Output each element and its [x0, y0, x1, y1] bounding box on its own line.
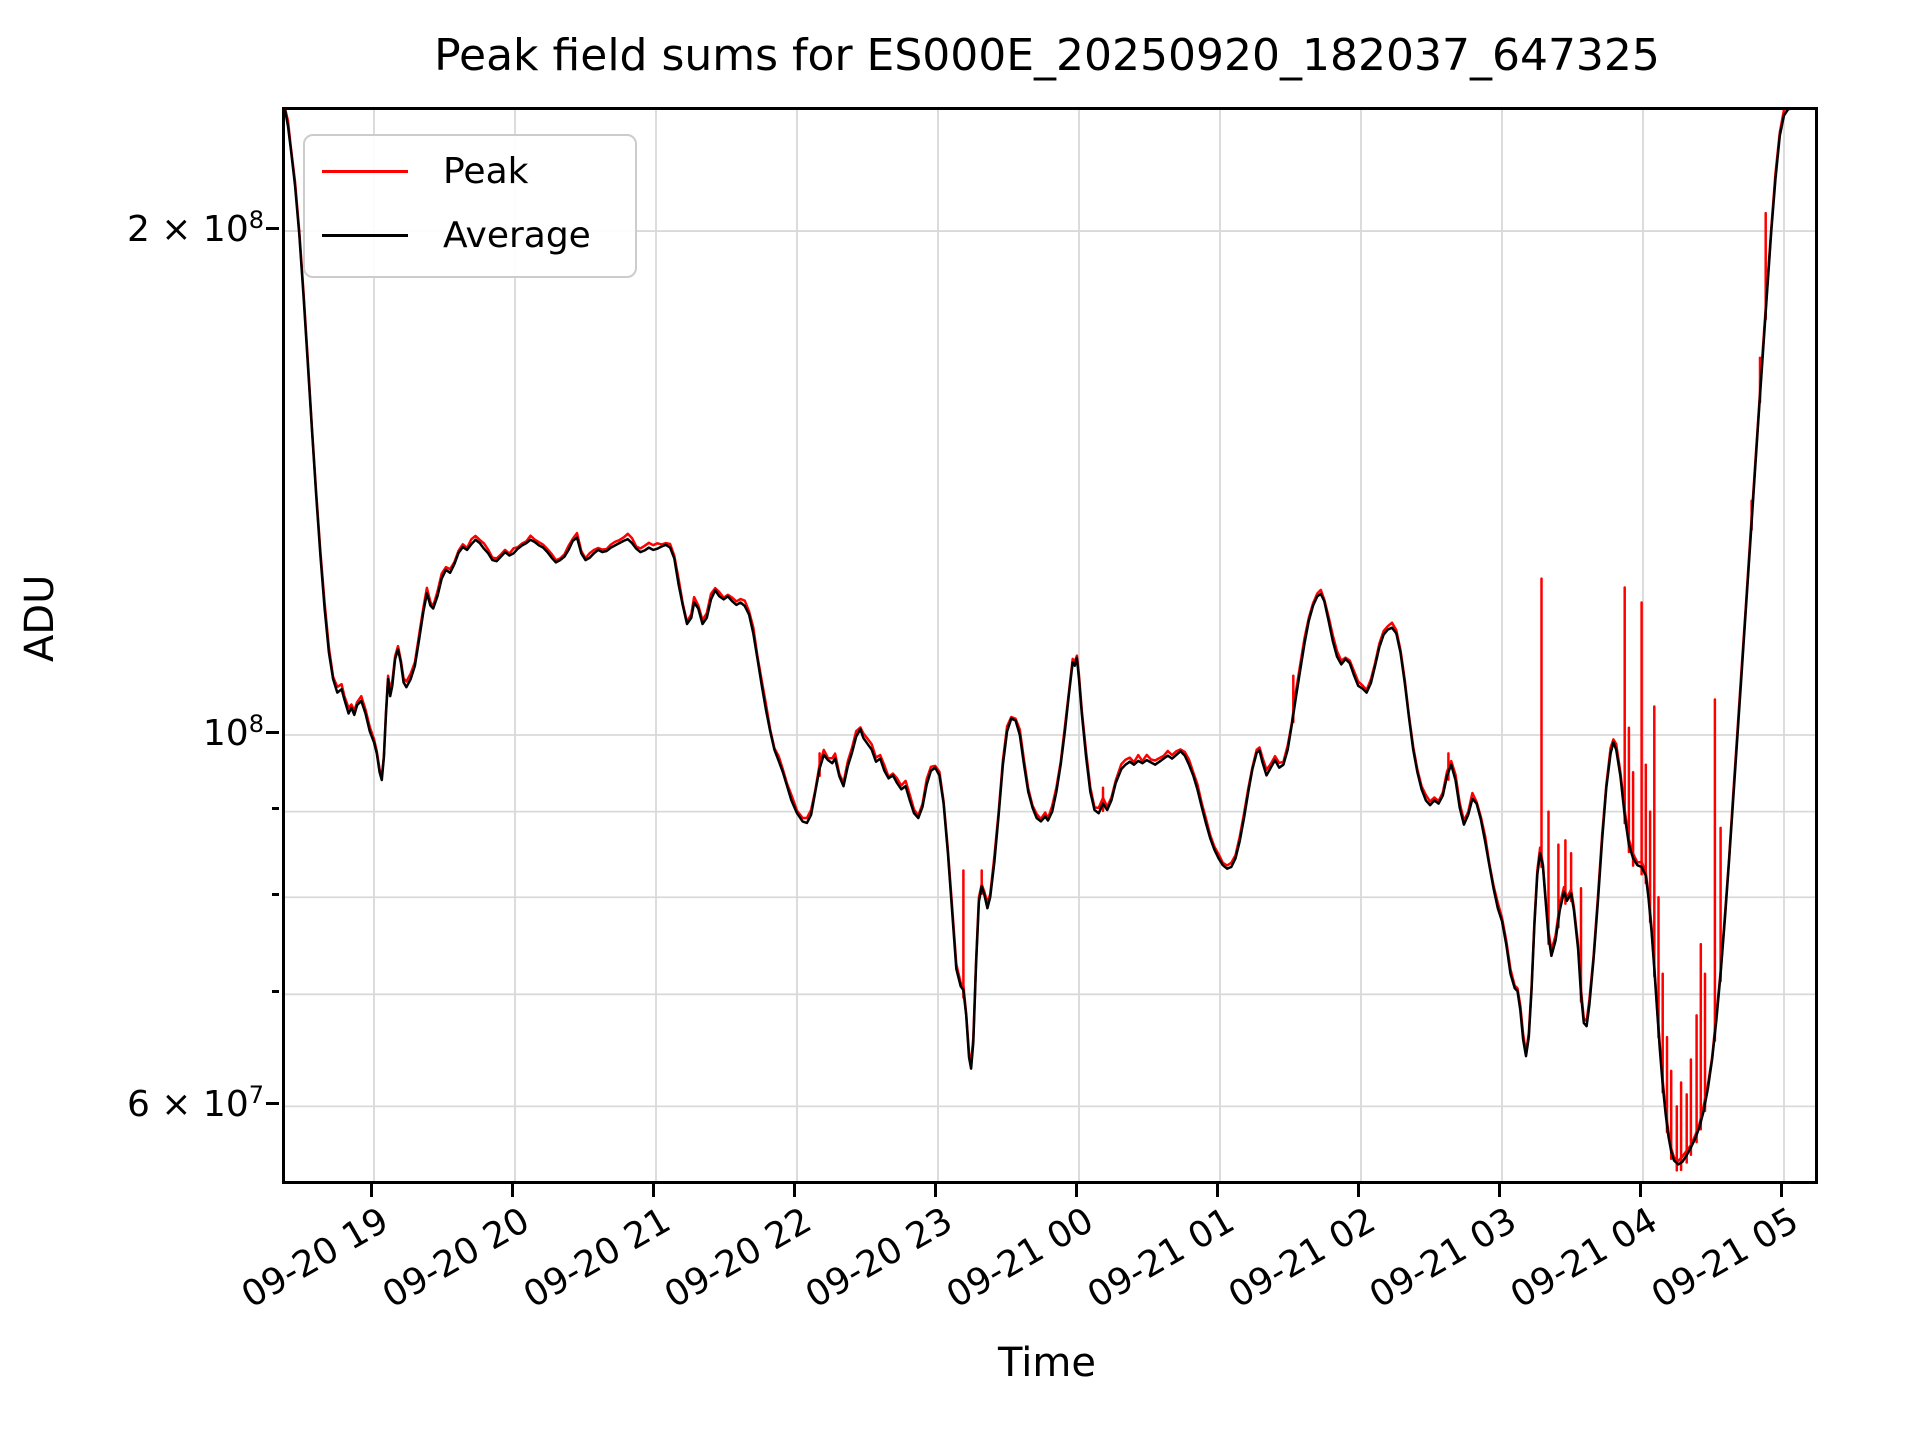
series-peak-spikes: [818, 211, 1767, 1172]
x-tickmark: [792, 1184, 796, 1197]
x-tick-label: 09-20 19: [234, 1200, 396, 1317]
y-tickmark: [266, 730, 279, 734]
plot-area: Peak Average: [282, 107, 1818, 1184]
y-tick-label: 2 × 108: [126, 206, 264, 251]
x-tickmark: [1356, 1184, 1360, 1197]
x-tickmark: [510, 1184, 514, 1197]
x-tickmark: [1215, 1184, 1219, 1197]
x-tick-label: 09-21 00: [939, 1200, 1101, 1317]
x-tickmark: [1074, 1184, 1078, 1197]
y-axis-label: ADU: [17, 574, 63, 662]
x-tick-label: 09-21 01: [1080, 1200, 1242, 1317]
series-peak-line: [285, 110, 1787, 1163]
series-average-line: [285, 110, 1792, 1166]
y-tickmark: [266, 226, 279, 230]
legend-item-peak: Peak: [305, 152, 635, 192]
legend-line-sample-peak: [322, 170, 408, 173]
legend-label: Average: [443, 215, 591, 256]
chart-title: Peak field sums for ES000E_20250920_1820…: [434, 30, 1660, 81]
x-tick-label: 09-20 20: [375, 1200, 537, 1317]
legend-item-average: Average: [305, 216, 635, 256]
x-tick-label: 09-20 22: [657, 1200, 819, 1317]
x-tickmark: [1638, 1184, 1642, 1197]
x-tickmark: [369, 1184, 373, 1197]
x-tick-label: 09-21 03: [1362, 1200, 1524, 1317]
x-tick-label: 09-21 04: [1503, 1200, 1665, 1317]
legend-line-sample-average: [322, 234, 408, 237]
y-tickmark: [266, 1101, 279, 1105]
x-axis-label: Time: [998, 1340, 1096, 1386]
x-tick-label: 09-21 02: [1221, 1200, 1383, 1317]
legend: Peak Average: [303, 134, 637, 278]
x-tick-label: 09-21 05: [1644, 1200, 1806, 1317]
x-tickmark: [651, 1184, 655, 1197]
legend-label: Peak: [443, 151, 529, 192]
x-tick-label: 09-20 21: [516, 1200, 678, 1317]
y-tick-label: 6 × 107: [126, 1081, 264, 1126]
x-tickmark: [1497, 1184, 1501, 1197]
x-tick-label: 09-20 23: [798, 1200, 960, 1317]
y-tickmark: [272, 892, 279, 896]
x-tickmark: [933, 1184, 937, 1197]
y-tickmark: [272, 807, 279, 811]
y-tickmark: [272, 989, 279, 993]
y-tick-label: 108: [202, 710, 264, 754]
x-tickmark: [1779, 1184, 1783, 1197]
